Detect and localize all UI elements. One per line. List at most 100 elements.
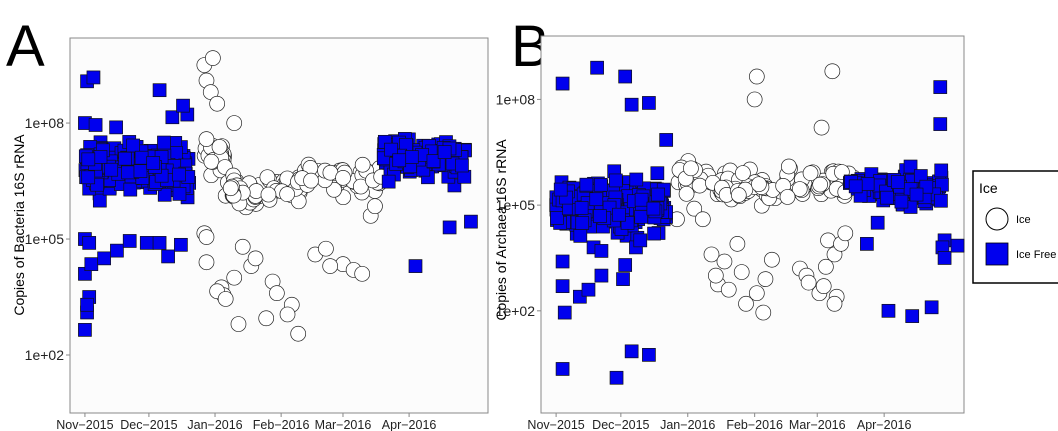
plot-area-a: [69, 37, 489, 414]
ice-point: [290, 325, 307, 342]
legend: Ice Ice Ice Free: [972, 170, 1058, 284]
ice-free-point: [81, 152, 96, 167]
ice-free-point: [172, 187, 187, 201]
ice-free-point: [557, 305, 572, 320]
ice-free-point: [97, 251, 111, 266]
ice-point: [217, 291, 234, 307]
ice-free-point: [616, 272, 630, 286]
ice-free-point: [608, 173, 623, 188]
ice-point: [729, 236, 746, 252]
ice-point: [318, 240, 334, 257]
ice-free-point: [894, 194, 909, 209]
ice-free-point: [555, 362, 570, 376]
ice-free-point: [634, 209, 649, 224]
ice-point: [198, 229, 215, 245]
ice-free-point: [924, 300, 939, 315]
ice-free-point: [575, 216, 590, 230]
y-tick-label: 1e+08: [25, 115, 65, 131]
ice-point: [230, 316, 247, 332]
ice-point: [812, 176, 828, 193]
ice-point: [258, 310, 275, 327]
ice-point: [226, 269, 243, 286]
x-tick-label: Dec−2015: [592, 418, 649, 431]
ice-point: [779, 189, 796, 205]
ice-point: [730, 187, 747, 203]
ice-free-point: [934, 163, 949, 178]
y-tick-label: 1e+02: [496, 303, 536, 319]
ice-point: [707, 267, 724, 284]
ice-point: [815, 278, 832, 295]
ice-free-point: [104, 162, 119, 177]
ice-free-point: [157, 135, 171, 150]
x-tick-label: Nov−2015: [56, 418, 113, 431]
y-tick-label: 1e+08: [496, 91, 536, 107]
ice-free-point: [176, 98, 190, 113]
ice-free-point: [437, 145, 452, 159]
y-axis-label-a: Copies of Bacteria 16S rRNA: [11, 134, 27, 316]
ice-free-point: [581, 282, 596, 297]
ice-free-point: [573, 228, 588, 243]
ice-point: [820, 232, 836, 249]
ice-free-point: [881, 303, 896, 318]
ice-free-point: [574, 201, 589, 215]
x-tick-label: Apr−2016: [857, 418, 912, 431]
ice-free-point: [123, 182, 138, 197]
ice-free-point: [82, 236, 97, 250]
ice-point: [279, 186, 295, 202]
ice-free-point: [84, 257, 99, 272]
ice-free-point: [933, 80, 948, 94]
ice-free-point: [157, 187, 172, 202]
ice-free-point: [890, 175, 905, 189]
ice-free-point: [134, 150, 149, 165]
x-tick-label: Mar−2016: [315, 418, 372, 431]
ice-free-point: [455, 158, 469, 173]
ice-free-point: [93, 150, 108, 164]
ice-free-point: [165, 110, 180, 125]
legend-ice-label: Ice: [1016, 214, 1031, 226]
ice-point: [733, 264, 750, 280]
ice-free-point: [464, 214, 478, 229]
x-tick-label: Nov−2015: [527, 418, 584, 431]
x-tick-label: Dec−2015: [120, 418, 177, 431]
ice-free-point: [384, 142, 398, 157]
ice-free-point: [624, 97, 639, 112]
ice-free-point: [121, 165, 135, 180]
panel-b: B Nov−2015 Dec−2015 Jan−2016 Feb−2016 Mar−20…: [493, 14, 965, 431]
ice-free-point: [81, 170, 96, 185]
ice-point: [247, 250, 264, 267]
ice-free-point: [909, 187, 924, 202]
ice-point: [683, 160, 699, 177]
ice-point: [813, 119, 830, 136]
ice-free-point: [392, 153, 407, 168]
ice-free-point: [86, 70, 101, 85]
ice-point: [198, 254, 215, 271]
ice-point: [322, 258, 339, 274]
ice-point: [746, 91, 763, 108]
axis-ticks-a: Nov−2015 Dec−2015 Jan−2016 Feb−2016 Mar−2016…: [25, 115, 437, 431]
ice-point: [735, 165, 751, 181]
ice-point: [354, 265, 371, 282]
ice-point: [234, 238, 251, 255]
ice-free-point: [550, 211, 564, 225]
ice-free-point: [122, 234, 137, 248]
ice-free-point: [593, 177, 608, 192]
ice-free-point: [624, 344, 639, 359]
ice-point: [791, 181, 808, 197]
ice-free-point: [426, 154, 441, 168]
ice-free-point: [78, 323, 92, 337]
ice-point: [720, 281, 737, 298]
ice-point: [738, 295, 754, 312]
ice-free-point: [152, 83, 167, 98]
x-tick-label: Feb−2016: [726, 418, 783, 431]
legend-title: Ice: [979, 180, 998, 196]
ice-point: [203, 153, 220, 170]
panel-label-a: A: [6, 14, 45, 79]
ice-point: [691, 177, 708, 194]
ice-point: [354, 156, 371, 173]
ice-point: [198, 131, 215, 147]
ice-free-point: [905, 309, 920, 323]
ice-free-point: [579, 177, 594, 192]
ice-free-point: [633, 233, 648, 248]
ice-free-point: [92, 193, 107, 208]
